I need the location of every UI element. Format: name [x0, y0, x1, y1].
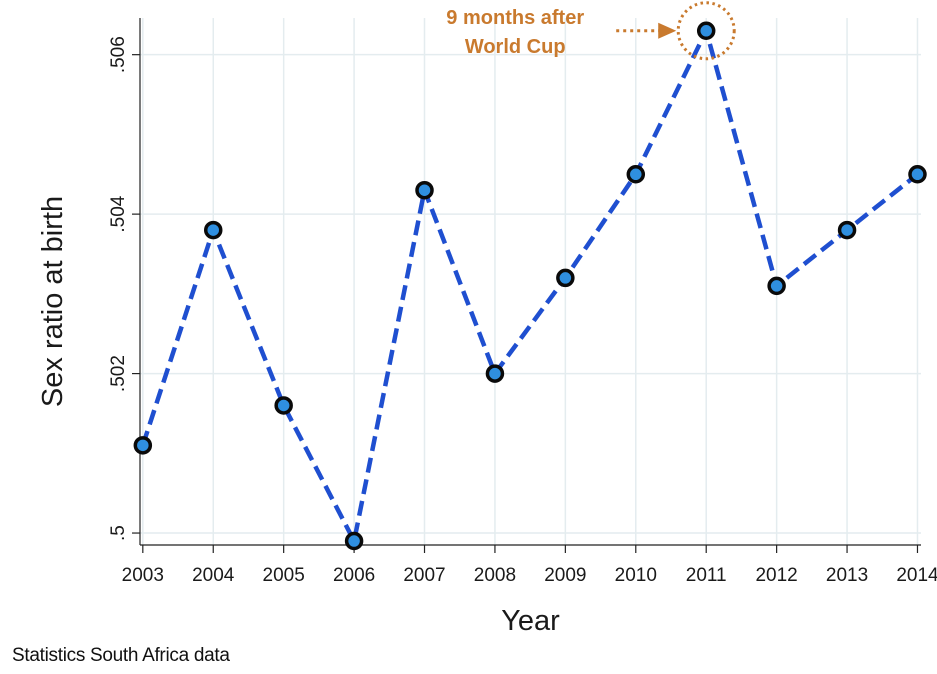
x-tick-label: 2014: [896, 565, 937, 586]
data-point: [556, 268, 575, 288]
x-tick-label: 2005: [263, 565, 305, 586]
data-point: [837, 220, 857, 240]
x-tick-label: 2009: [544, 565, 586, 586]
data-point: [485, 364, 505, 383]
y-tick-label: .502: [108, 355, 129, 392]
world-cup-annotation: 9 months after World Cup: [446, 1, 736, 61]
y-tick-label: .504: [108, 195, 129, 232]
x-tick-label: 2006: [333, 565, 375, 586]
data-points: [133, 21, 927, 551]
annotation-text-line-1: 9 months after: [446, 7, 584, 29]
x-tick-label: 2012: [755, 565, 797, 586]
x-tick-label: 2007: [403, 565, 445, 586]
source-note: Statistics South Africa data: [12, 645, 230, 666]
data-point: [908, 165, 927, 184]
y-tick-label: .506: [108, 36, 129, 73]
data-point: [274, 396, 293, 415]
x-tick-label: 2013: [826, 565, 868, 586]
axes: [139, 18, 921, 546]
y-axis-title: Sex ratio at birth: [37, 196, 69, 407]
x-tick-label: 2010: [615, 565, 657, 586]
x-axis-title: Year: [501, 605, 560, 637]
data-point: [696, 21, 716, 41]
line-chart: .5.502.504.506 2003 2004 2005 2006 2007 2008 2…: [37, 1, 937, 637]
y-axis-ticks: .5 .502 .504 .506: [108, 36, 140, 541]
data-point: [415, 180, 434, 200]
x-tick-label: 2011: [686, 565, 727, 586]
x-axis-ticks: 2003 2004 2005 2006 2007 2008 2009 2010 2011 2012…: [122, 545, 937, 586]
annotation-highlight-circle: [676, 1, 736, 61]
data-point: [203, 220, 223, 240]
data-point: [626, 165, 646, 184]
annotation-arrowhead: [658, 22, 677, 39]
x-tick-label: 2003: [122, 565, 164, 586]
data-point: [133, 436, 153, 455]
y-tick-label: .5: [108, 525, 129, 541]
series-line: [140, 28, 919, 544]
annotation-text-line-2: World Cup: [465, 36, 566, 58]
data-point: [767, 276, 786, 296]
grid-lines: [140, 18, 921, 545]
data-point: [344, 531, 364, 551]
x-tick-label: 2004: [192, 565, 235, 586]
x-tick-label: 2008: [474, 565, 516, 586]
